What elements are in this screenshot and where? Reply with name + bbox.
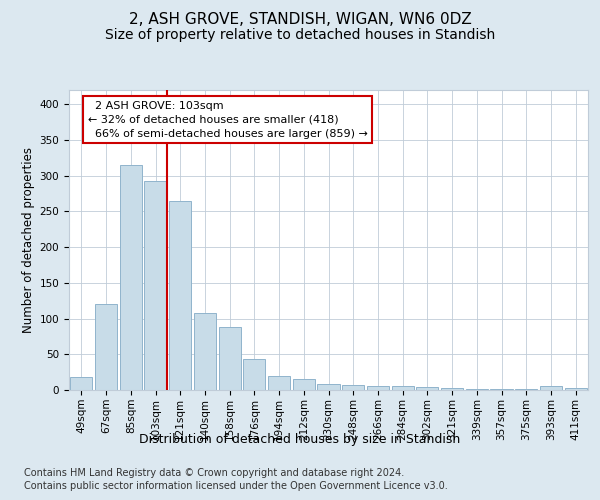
Bar <box>293 380 315 390</box>
Bar <box>169 200 191 390</box>
Text: 2 ASH GROVE: 103sqm
← 32% of detached houses are smaller (418)
  66% of semi-det: 2 ASH GROVE: 103sqm ← 32% of detached ho… <box>88 100 367 138</box>
Bar <box>441 388 463 390</box>
Text: Size of property relative to detached houses in Standish: Size of property relative to detached ho… <box>105 28 495 42</box>
Bar <box>540 386 562 390</box>
Bar <box>565 388 587 390</box>
Bar <box>416 387 439 390</box>
Bar <box>342 385 364 390</box>
Bar <box>466 388 488 390</box>
Bar <box>490 388 512 390</box>
Bar <box>145 180 167 390</box>
Bar <box>119 165 142 390</box>
Text: Distribution of detached houses by size in Standish: Distribution of detached houses by size … <box>139 432 461 446</box>
Text: 2, ASH GROVE, STANDISH, WIGAN, WN6 0DZ: 2, ASH GROVE, STANDISH, WIGAN, WN6 0DZ <box>128 12 472 28</box>
Text: Contains HM Land Registry data © Crown copyright and database right 2024.: Contains HM Land Registry data © Crown c… <box>24 468 404 477</box>
Bar <box>243 358 265 390</box>
Bar <box>95 304 117 390</box>
Bar <box>70 377 92 390</box>
Bar <box>367 386 389 390</box>
Bar <box>268 376 290 390</box>
Bar <box>218 327 241 390</box>
Bar <box>392 386 414 390</box>
Text: Contains public sector information licensed under the Open Government Licence v3: Contains public sector information licen… <box>24 481 448 491</box>
Y-axis label: Number of detached properties: Number of detached properties <box>22 147 35 333</box>
Bar <box>194 313 216 390</box>
Bar <box>317 384 340 390</box>
